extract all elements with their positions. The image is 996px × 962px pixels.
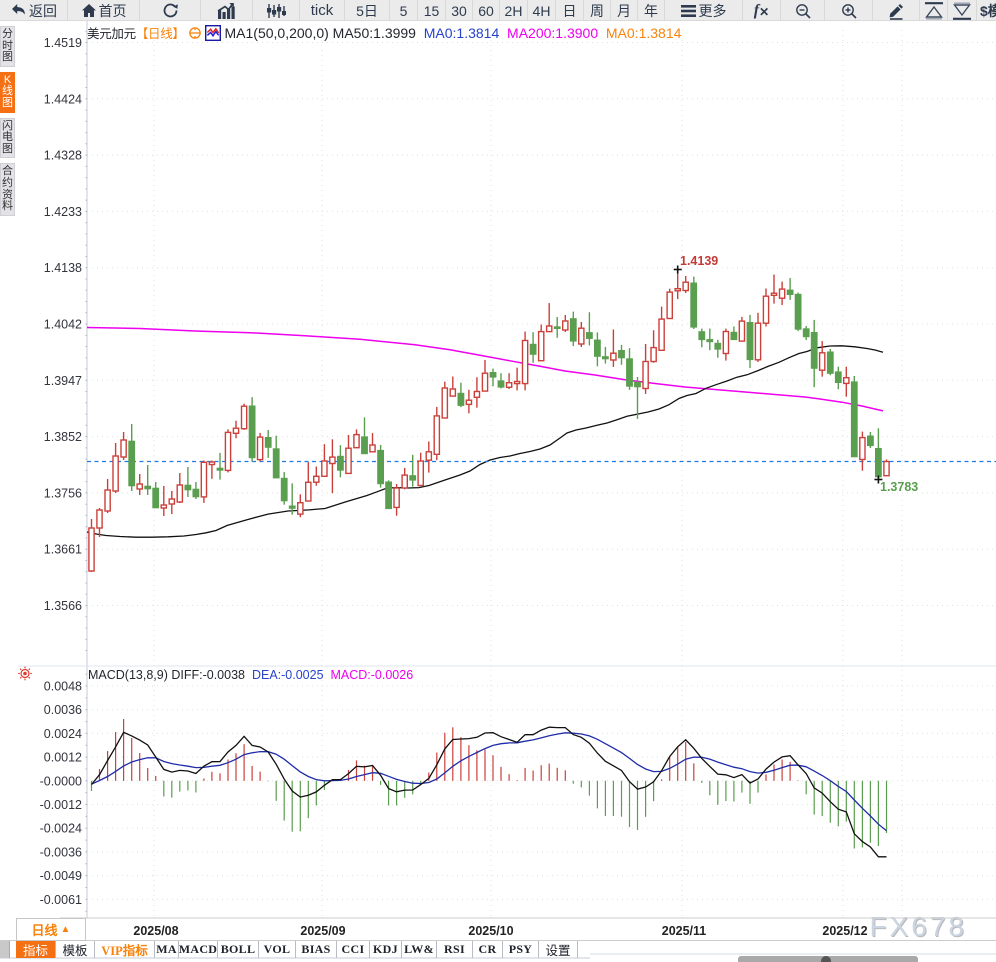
svg-text:1.3783: 1.3783 — [880, 480, 918, 494]
svg-text:2025/12: 2025/12 — [822, 924, 867, 938]
svg-text:2025/11: 2025/11 — [662, 924, 707, 938]
svg-text:-0.0061: -0.0061 — [40, 893, 82, 907]
svg-text:FX678: FX678 — [870, 911, 968, 942]
svg-text:1.4519: 1.4519 — [44, 36, 82, 50]
svg-text:FX678: FX678 — [871, 912, 969, 943]
svg-text:0.0024: 0.0024 — [44, 727, 82, 741]
svg-text:0.0012: 0.0012 — [44, 751, 82, 765]
svg-text:2025/09: 2025/09 — [300, 924, 345, 938]
svg-text:1.3947: 1.3947 — [44, 374, 82, 388]
svg-text:1.4424: 1.4424 — [44, 92, 82, 106]
svg-text:1.3756: 1.3756 — [44, 486, 82, 500]
svg-text:0.0036: 0.0036 — [44, 703, 82, 717]
svg-text:-0.0012: -0.0012 — [40, 798, 82, 812]
svg-text:1.3566: 1.3566 — [44, 599, 82, 613]
svg-text:-0.0049: -0.0049 — [40, 869, 82, 883]
svg-text:1.4138: 1.4138 — [44, 261, 82, 275]
svg-text:1.4233: 1.4233 — [44, 205, 82, 219]
svg-text:1.3852: 1.3852 — [44, 430, 82, 444]
svg-text:1.4139: 1.4139 — [680, 254, 718, 268]
svg-text:-0.0024: -0.0024 — [40, 822, 82, 836]
svg-text:1.4328: 1.4328 — [44, 149, 82, 163]
svg-text:-0.0000: -0.0000 — [40, 774, 82, 788]
svg-text:1.4042: 1.4042 — [44, 318, 82, 332]
svg-text:2025/08: 2025/08 — [133, 924, 178, 938]
svg-text:2025/10: 2025/10 — [468, 924, 513, 938]
svg-text:-0.0036: -0.0036 — [40, 845, 82, 859]
svg-text:1.3661: 1.3661 — [44, 543, 82, 557]
svg-text:0.0048: 0.0048 — [44, 680, 82, 694]
